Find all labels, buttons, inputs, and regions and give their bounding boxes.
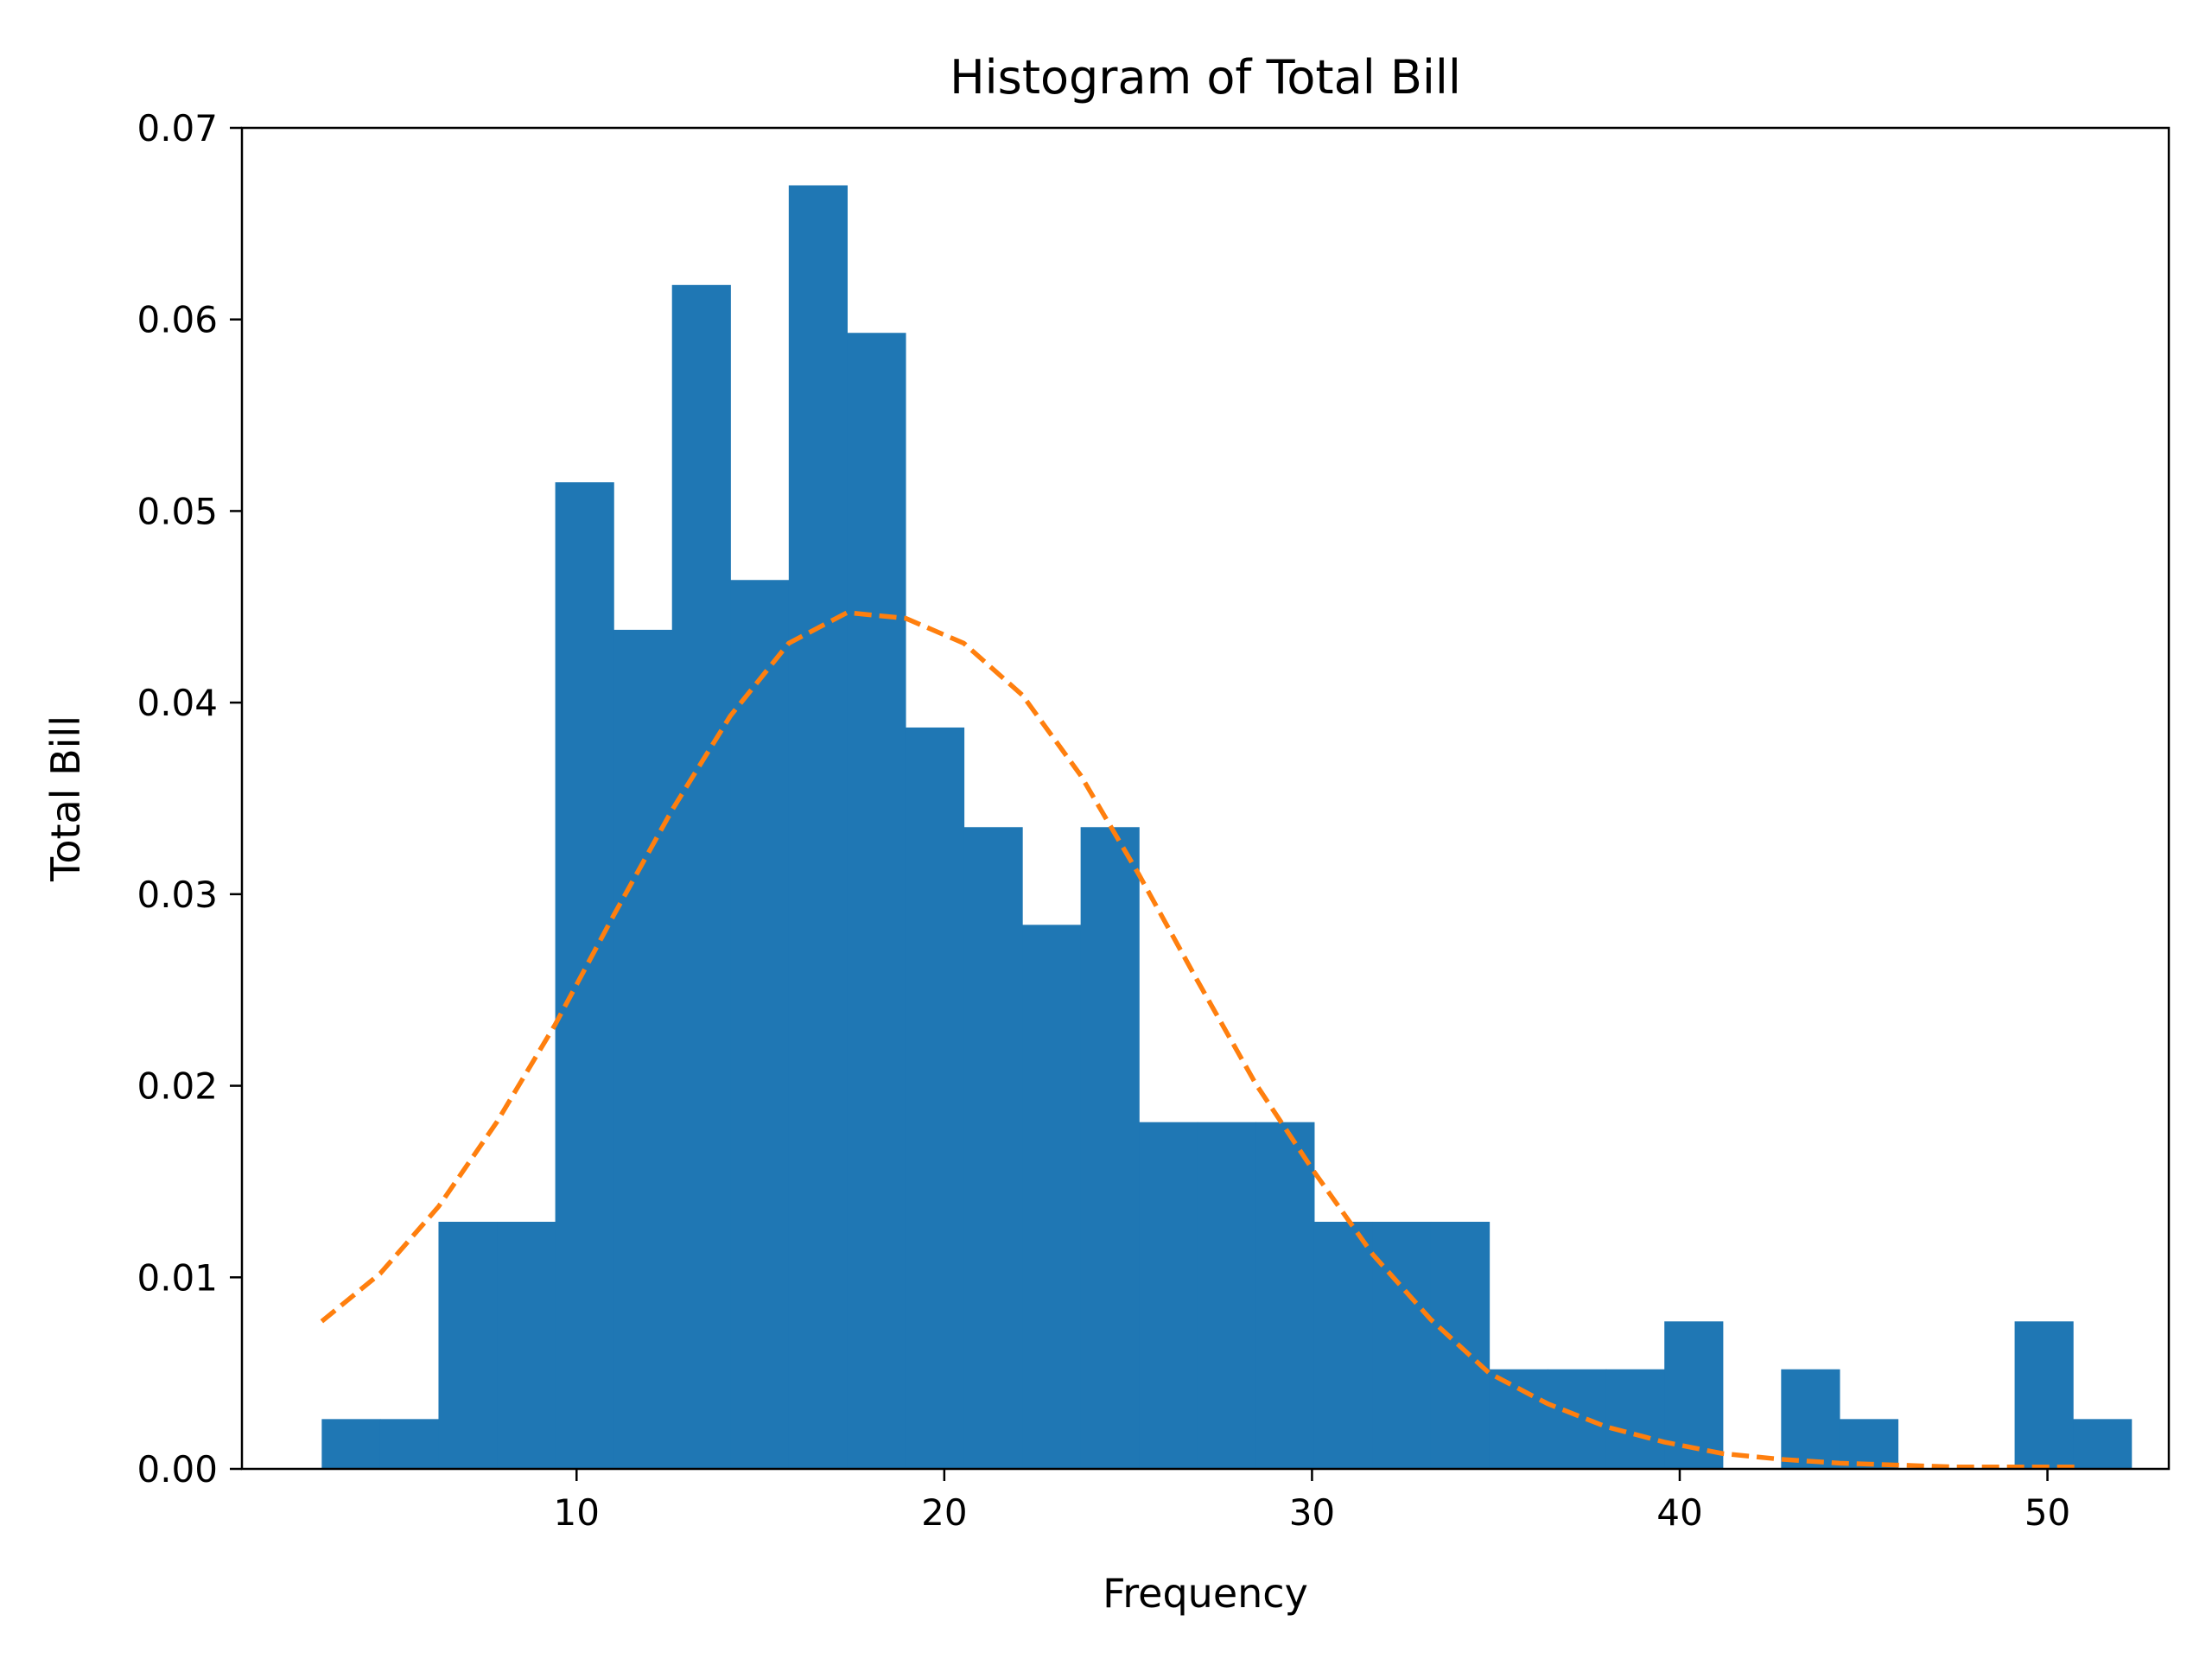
histogram-bar — [2014, 1321, 2074, 1469]
histogram-bar — [1139, 1122, 1198, 1469]
y-tick-label: 0.04 — [137, 682, 218, 724]
plot-frame — [240, 126, 2171, 1471]
histogram-bar — [963, 827, 1023, 1469]
histogram-bar — [1605, 1369, 1665, 1469]
histogram-bar — [730, 580, 790, 1469]
histogram-bar — [613, 629, 673, 1469]
histogram-bar — [671, 284, 731, 1469]
y-tick-label: 0.03 — [137, 874, 218, 916]
histogram-bar — [379, 1419, 440, 1469]
histogram-bar — [1781, 1369, 1840, 1469]
x-axis-label: Frequency — [1103, 1570, 1308, 1617]
histogram-bar — [847, 333, 906, 1470]
y-tick-label: 0.07 — [137, 107, 218, 149]
y-axis-label: Total Bill — [42, 715, 89, 882]
x-axis-ticks: 10 20 30 40 50 — [554, 1469, 2070, 1534]
x-tick-label: 20 — [921, 1491, 967, 1534]
histogram-bar — [1548, 1369, 1607, 1469]
histogram-bar — [555, 482, 614, 1470]
density-curve-line — [320, 610, 2078, 1470]
histogram-bar — [1255, 1122, 1315, 1469]
histogram-bar — [438, 1221, 498, 1469]
y-tick-label: 0.00 — [137, 1448, 218, 1491]
histogram-bar — [788, 185, 848, 1469]
y-tick-label: 0.01 — [137, 1256, 218, 1299]
y-tick-label: 0.06 — [137, 299, 218, 341]
density-curve-group — [320, 610, 2078, 1470]
x-tick-label: 10 — [554, 1491, 600, 1534]
x-tick-label: 40 — [1656, 1491, 1702, 1534]
x-tick-label: 30 — [1289, 1491, 1335, 1534]
histogram-bars — [321, 185, 2133, 1470]
histogram-bar — [1313, 1221, 1374, 1469]
x-tick-label: 50 — [2024, 1491, 2070, 1534]
histogram-bar — [1197, 1122, 1256, 1469]
histogram-bar — [497, 1221, 556, 1469]
y-axis-ticks: 0.00 0.01 0.02 0.03 0.04 0.05 0.06 0.07 — [137, 107, 242, 1491]
histogram-bar — [1372, 1221, 1432, 1469]
y-tick-label: 0.05 — [137, 490, 218, 532]
y-tick-label: 0.02 — [137, 1065, 218, 1108]
histogram-bar — [1080, 827, 1140, 1469]
histogram-bar — [1022, 925, 1082, 1469]
histogram-bar — [905, 727, 965, 1469]
histogram-bar — [1839, 1419, 1899, 1469]
histogram-bar — [321, 1419, 381, 1469]
chart-title: Histogram of Total Bill — [950, 50, 1461, 105]
histogram-bar — [1489, 1369, 1548, 1469]
histogram-bar — [2073, 1419, 2133, 1469]
